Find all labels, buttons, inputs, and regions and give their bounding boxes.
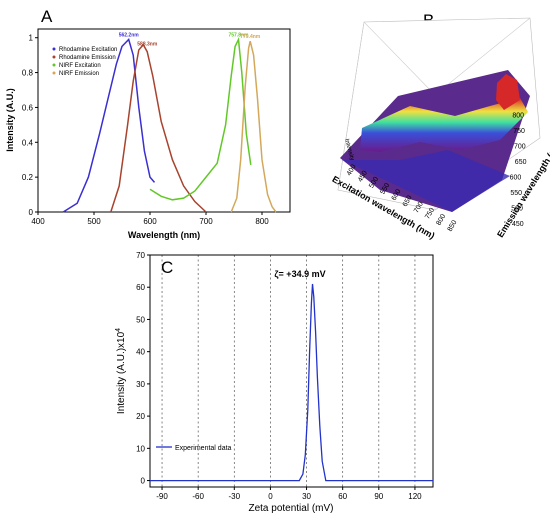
chart-c-ytick-label: 60 xyxy=(136,283,145,292)
chart-a-ylabel: Intensity (A.U.) xyxy=(5,88,15,152)
chart-b-ytick-label: 650 xyxy=(515,159,527,166)
chart-c-xtick-label: 0 xyxy=(268,492,273,501)
chart-c-series xyxy=(150,283,433,482)
chart-a: 400 500 600 700 800 0 0.2 0.4 0.6 0.8 1 562.2nm 588… xyxy=(5,28,291,240)
chart-c-gridlines xyxy=(161,255,416,487)
chart-b-xtick-label: 800 xyxy=(435,213,447,227)
surface-peak xyxy=(496,74,520,110)
chart-a-series-line xyxy=(230,41,277,213)
chart-a-legend: Rhodamine Excitation Rhodamine Emission NI… xyxy=(52,47,117,77)
panel-a-label: A xyxy=(41,7,53,26)
chart-a-frame xyxy=(37,28,291,213)
chart-c-ytick-label: 0 xyxy=(141,477,146,486)
chart-a-xtick-label: 500 xyxy=(87,217,101,226)
chart-a-legend-label: Rhodamine Emission xyxy=(59,55,116,61)
chart-a-ytick-label: 0.2 xyxy=(22,173,34,182)
chart-a-ytick-label: 0.6 xyxy=(22,103,34,112)
chart-c-xtick-label: 30 xyxy=(302,492,311,501)
chart-c-xlabel: Zeta potential (mV) xyxy=(248,503,333,514)
chart-c-xtick-label: 90 xyxy=(374,492,383,501)
chart-c-ylabel-sup: 4 xyxy=(115,328,122,332)
chart-a-legend-label: NIRF Excitation xyxy=(59,63,101,69)
chart-a-legend-marker xyxy=(52,71,56,75)
chart-a-legend-label: NIRF Emission xyxy=(59,71,99,77)
chart-a-xtick-label: 700 xyxy=(199,217,213,226)
chart-c-ytick-label: 40 xyxy=(136,348,145,357)
chart-c-xtick-label: 120 xyxy=(408,492,422,501)
chart-a-series xyxy=(62,36,277,213)
chart-c-ytick-label: 70 xyxy=(136,251,145,260)
chart-c-frame xyxy=(149,254,434,488)
chart-b-xtick-label: 600 xyxy=(391,188,403,202)
chart-b: 400 450 500 550 600 650 700 750 800 850 4505005506… xyxy=(331,17,550,241)
surface-ridge xyxy=(360,98,528,152)
chart-c-legend-label: Experimental data xyxy=(175,445,232,452)
chart-a-ytick-label: 0.8 xyxy=(22,69,34,78)
chart-c-ylabel: Intensity (A.U.)x104 xyxy=(115,328,127,414)
chart-b-xtick-label: 700 xyxy=(413,201,425,215)
chart-b-xtick-label: 550 xyxy=(379,182,391,196)
chart-c-ytick-label: 20 xyxy=(136,412,145,421)
chart-c-xtick-label: -90 xyxy=(156,492,168,501)
chart-a-ticks: 400 500 600 700 800 0 0.2 0.4 0.6 0.8 1 xyxy=(22,34,269,226)
chart-c-ytick-label: 50 xyxy=(136,315,145,324)
chart-c-legend: Experimental data xyxy=(156,445,232,452)
chart-b-xtick-label: 450 xyxy=(357,170,369,184)
chart-a-series-line xyxy=(62,38,156,213)
chart-c-annotation: ζ= +34.9 mV xyxy=(274,269,325,279)
chart-b-ticks: 400 450 500 550 600 650 700 750 800 850 4505005506… xyxy=(346,113,527,233)
chart-a-legend-marker xyxy=(52,55,56,59)
chart-a-xtick-label: 600 xyxy=(143,217,157,226)
surface-front xyxy=(342,150,510,212)
chart-a-legend-label: Rhodamine Excitation xyxy=(59,47,117,53)
chart-b-xtick-label: 750 xyxy=(424,207,436,221)
chart-a-ytick-label: 1 xyxy=(29,34,34,43)
chart-c: -90 -60 -30 0 30 60 90 120 0 10 20 30 40 50 60 70 ζ= +3… xyxy=(115,251,434,514)
chart-b-xtick-label: 650 xyxy=(402,194,414,208)
chart-a-xtick-label: 400 xyxy=(31,217,45,226)
panel-c-label: C xyxy=(161,258,173,277)
chart-c-xtick-label: 60 xyxy=(338,492,347,501)
chart-c-xtick-label: -60 xyxy=(192,492,204,501)
chart-c-ylabel-text: Intensity (A.U.)x10 xyxy=(116,331,127,414)
chart-a-peak-label: 757.8nm xyxy=(228,32,249,38)
chart-b-xtick-label: 850 xyxy=(447,219,459,233)
chart-a-series-line xyxy=(149,36,252,201)
chart-a-peak-label: 588.3nm xyxy=(137,42,158,48)
chart-a-ytick-label: 0.4 xyxy=(22,138,34,147)
chart-b-ytick-label: 600 xyxy=(510,175,522,182)
chart-b-ytick-label: 750 xyxy=(513,128,525,135)
chart-b-ytick-label: 500 xyxy=(511,206,523,213)
chart-b-ytick-label: 450 xyxy=(512,221,524,228)
chart-b-ytick-label: 700 xyxy=(514,144,526,151)
chart-c-ytick-label: 10 xyxy=(136,444,145,453)
chart-a-xtick-label: 800 xyxy=(255,217,269,226)
chart-c-ytick-label: 30 xyxy=(136,380,145,389)
chart-a-peak-label: 779.4nm xyxy=(240,34,261,40)
chart-c-xtick-label: -30 xyxy=(229,492,241,501)
chart-c-series-line xyxy=(150,283,433,482)
chart-b-ytick-label: 550 xyxy=(510,190,522,197)
chart-c-ticks: -90 -60 -30 0 30 60 90 120 0 10 20 30 40 50 60 70 xyxy=(136,251,422,501)
chart-b-ytick-label: 800 xyxy=(512,113,524,120)
chart-a-series-line xyxy=(110,43,207,213)
chart-a-peak-label: 562.2nm xyxy=(119,32,140,38)
chart-a-legend-marker xyxy=(52,63,56,67)
chart-b-zlabel: Intensity xyxy=(343,138,355,161)
chart-b-xtick-label: 400 xyxy=(346,163,358,177)
chart-a-ytick-label: 0 xyxy=(29,208,34,217)
chart-a-legend-marker xyxy=(52,47,56,51)
chart-b-xtick-label: 500 xyxy=(368,176,380,190)
chart-a-xlabel: Wavelength (nm) xyxy=(128,230,200,240)
